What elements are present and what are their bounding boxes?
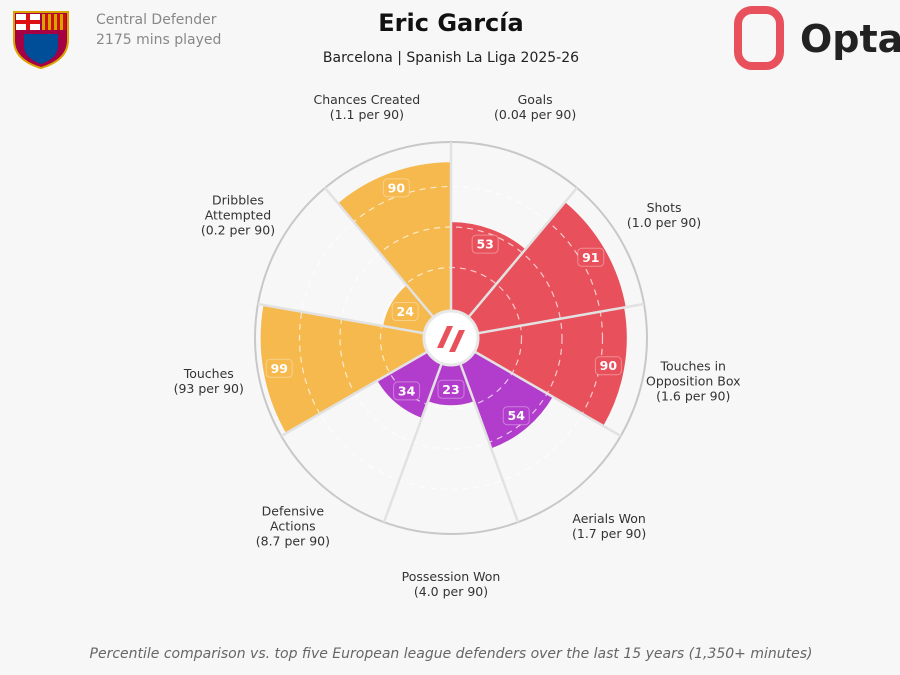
value-box (577, 247, 605, 267)
separator (450, 302, 645, 340)
category-name: Dribbles Attempted (204, 192, 272, 223)
category-label: Goals (0.04 per 90) (475, 92, 595, 122)
value-label: 91 (582, 250, 599, 265)
value-label: 24 (397, 304, 415, 319)
value-label: 90 (388, 180, 406, 195)
category-name: Touches in Opposition Box (646, 358, 741, 389)
value-label: 34 (398, 383, 416, 398)
category-name: Possession Won (401, 569, 501, 584)
category-name: Chances Created (313, 91, 421, 107)
category-label: Defensive Actions (8.7 per 90) (248, 504, 338, 549)
category-detail: (1.6 per 90) (656, 388, 731, 404)
category-label: Aerials Won (1.7 per 90) (549, 511, 669, 541)
subtitle: Barcelona | Spanish La Liga 2025-26 (323, 50, 579, 66)
minutes: 2175 mins played (96, 32, 221, 48)
category-name: Goals (517, 91, 553, 107)
value-label: 99 (271, 361, 288, 376)
separator (324, 187, 452, 339)
category-label: Dribbles Attempted (0.2 per 90) (193, 193, 283, 238)
separator (449, 337, 520, 523)
value-label: 54 (508, 408, 526, 423)
value-box (502, 406, 530, 426)
bar (451, 307, 627, 426)
position: Central Defender (96, 12, 217, 28)
category-label: Possession Won (4.0 per 90) (381, 569, 521, 599)
ring (298, 185, 604, 491)
bar (260, 304, 451, 434)
category-detail: (0.2 per 90) (200, 222, 276, 238)
bar (451, 222, 526, 338)
category-detail: (8.7 per 90) (255, 533, 330, 549)
value-box (265, 358, 293, 378)
opta-logo (734, 6, 784, 70)
category-name: Touches (183, 365, 234, 381)
value-label: 53 (476, 237, 493, 252)
category-detail: (4.0 per 90) (413, 584, 489, 599)
separator (450, 187, 578, 339)
note: Percentile comparison vs. top five Europ… (90, 646, 813, 662)
chart-title: Eric García (378, 9, 523, 37)
category-detail: (0.04 per 90) (494, 106, 577, 122)
value-box (391, 302, 419, 322)
club-crest (13, 11, 69, 70)
bar (337, 162, 451, 338)
category-detail: (1.1 per 90) (329, 106, 404, 122)
category-label: Touches in Opposition Box (1.6 per 90) (643, 358, 743, 403)
hub (422, 309, 480, 367)
bar (451, 202, 626, 338)
value-box (594, 356, 622, 376)
separator (280, 336, 452, 438)
category-name: Shots (646, 200, 682, 215)
category-detail: (1.7 per 90) (572, 526, 647, 542)
separator (450, 336, 622, 438)
category-detail: (1.0 per 90) (626, 215, 702, 230)
value-box (437, 379, 465, 399)
category-label: Chances Created (1.1 per 90) (297, 92, 437, 122)
category-label: Touches (93 per 90) (149, 366, 269, 396)
separator (382, 337, 453, 523)
hub-logo (437, 326, 465, 352)
separator (257, 302, 452, 340)
category-detail: (93 per 90) (173, 380, 244, 396)
category-name: Aerials Won (572, 511, 646, 527)
value-label: 23 (442, 382, 459, 397)
category-name: Defensive Actions (261, 503, 325, 534)
value-box (382, 178, 410, 198)
value-box (471, 234, 499, 254)
brand: Opta (800, 17, 900, 61)
value-box (393, 381, 421, 401)
category-label: Shots (1.0 per 90) (604, 200, 724, 230)
value-label: 90 (600, 358, 618, 373)
